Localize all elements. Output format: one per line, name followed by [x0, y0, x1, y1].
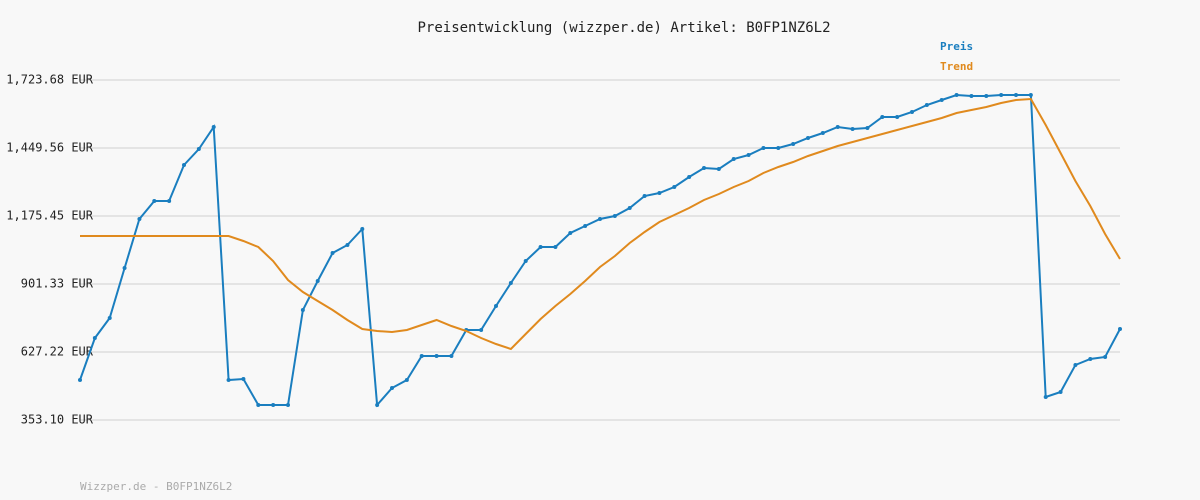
- point: [78, 378, 82, 383]
- point: [330, 250, 335, 255]
- point: [642, 194, 647, 199]
- point: [657, 191, 662, 196]
- point: [286, 402, 290, 407]
- point: [345, 243, 350, 248]
- point: [271, 402, 276, 407]
- point: [241, 376, 246, 381]
- point: [479, 328, 484, 333]
- point: [672, 185, 677, 190]
- legend-label: Preis: [940, 40, 973, 53]
- point: [568, 231, 573, 236]
- point: [300, 308, 305, 313]
- point: [1118, 327, 1122, 332]
- point: [984, 94, 989, 99]
- y-tick-label: 1,175.45 EUR: [6, 208, 93, 222]
- point: [776, 146, 781, 151]
- point: [360, 227, 365, 232]
- point: [895, 115, 900, 120]
- point: [865, 125, 870, 130]
- point: [761, 146, 766, 151]
- point: [1073, 363, 1078, 368]
- point: [92, 336, 97, 341]
- point: [1014, 93, 1018, 98]
- point: [315, 279, 320, 284]
- point: [746, 153, 751, 158]
- point: [702, 166, 706, 171]
- point: [1103, 354, 1108, 359]
- point: [1058, 389, 1063, 394]
- point: [731, 157, 736, 162]
- point: [583, 224, 588, 229]
- point: [553, 244, 558, 249]
- point: [1028, 93, 1033, 98]
- point: [687, 175, 692, 180]
- point: [122, 266, 127, 271]
- point: [716, 167, 721, 172]
- y-tick-label: 1,449.56 EUR: [6, 141, 93, 155]
- point: [538, 244, 543, 249]
- point: [627, 205, 632, 210]
- point: [196, 147, 201, 152]
- point: [152, 199, 157, 204]
- point: [791, 141, 796, 146]
- point: [924, 103, 929, 108]
- point: [1088, 356, 1093, 361]
- point: [612, 214, 617, 219]
- point: [211, 125, 216, 130]
- point: [850, 127, 855, 132]
- point: [256, 402, 261, 407]
- point: [494, 304, 498, 309]
- y-tick-label: 353.10 EUR: [21, 413, 94, 427]
- point: [390, 385, 394, 390]
- point: [137, 217, 142, 222]
- point: [107, 315, 112, 320]
- point: [954, 93, 959, 98]
- point: [167, 199, 172, 204]
- series-line: [80, 97, 1121, 351]
- legend-label: Trend: [940, 60, 973, 73]
- point: [434, 353, 439, 358]
- point: [419, 353, 424, 358]
- y-tick-label: 627.22 EUR: [21, 344, 94, 358]
- point: [820, 131, 825, 136]
- footer: Wizzper.de - B0FP1NZ6L2: [80, 480, 232, 493]
- point: [999, 93, 1004, 98]
- point: [449, 353, 454, 358]
- point: [806, 136, 810, 141]
- point: [1043, 395, 1048, 400]
- point: [375, 402, 380, 407]
- point: [835, 125, 840, 130]
- point: [404, 378, 409, 383]
- point: [523, 259, 528, 264]
- point: [880, 115, 885, 120]
- point: [226, 378, 231, 383]
- point: [939, 98, 944, 103]
- point: [969, 94, 974, 99]
- point: [598, 217, 602, 222]
- y-tick-label: 1,723.68 EUR: [6, 73, 93, 87]
- y-tick-label: 901.33 EUR: [21, 277, 94, 291]
- chart-title: Preisentwicklung (wizzper.de) Artikel: B…: [417, 20, 830, 36]
- point: [910, 110, 914, 115]
- point: [182, 163, 186, 168]
- point: [508, 281, 513, 286]
